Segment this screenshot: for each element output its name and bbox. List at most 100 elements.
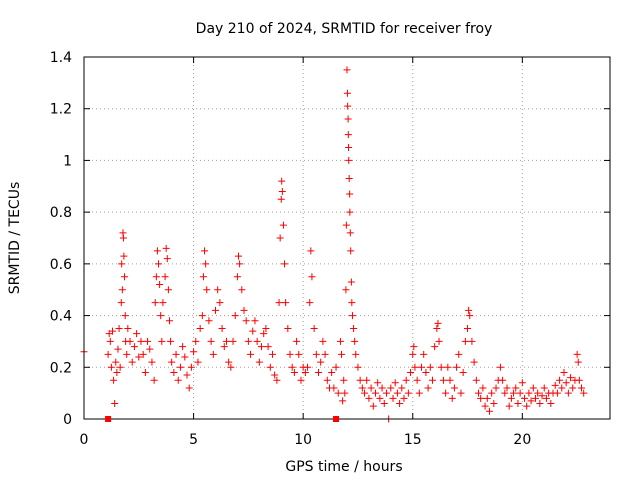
- data-point: [179, 343, 187, 351]
- data-point: [490, 399, 498, 407]
- data-point: [130, 343, 138, 351]
- data-point: [319, 337, 327, 345]
- data-point: [485, 407, 493, 415]
- data-point: [409, 350, 417, 358]
- data-point: [209, 350, 217, 358]
- data-point: [128, 358, 136, 366]
- data-point: [114, 345, 122, 353]
- data-point: [351, 337, 359, 345]
- data-point: [345, 144, 353, 151]
- data-point: [547, 399, 555, 407]
- data-point: [518, 379, 526, 387]
- data-point: [580, 389, 588, 397]
- data-point: [363, 376, 371, 384]
- data-point: [278, 187, 286, 195]
- data-point: [161, 273, 169, 281]
- data-point: [499, 376, 507, 384]
- data-point: [422, 368, 430, 376]
- x-axis-label: GPS time / hours: [285, 459, 402, 475]
- data-point: [371, 389, 379, 397]
- data-points: [80, 66, 588, 423]
- data-point: [437, 363, 445, 371]
- data-point: [356, 376, 364, 384]
- data-point: [202, 260, 210, 268]
- data-point: [433, 325, 441, 332]
- data-point: [450, 384, 458, 392]
- data-point: [196, 325, 204, 332]
- data-point: [119, 234, 127, 242]
- data-point: [290, 368, 298, 376]
- data-point: [510, 389, 518, 397]
- data-point: [251, 317, 259, 325]
- data-point: [569, 384, 577, 392]
- data-point: [240, 306, 248, 314]
- data-point: [553, 389, 561, 397]
- data-point: [348, 312, 356, 320]
- data-point: [162, 244, 170, 252]
- data-point: [111, 399, 119, 407]
- data-point: [212, 306, 219, 314]
- data-point: [346, 229, 354, 237]
- data-point: [192, 337, 200, 345]
- data-point: [139, 350, 147, 358]
- data-point: [501, 389, 509, 397]
- data-point: [472, 376, 480, 384]
- data-point: [536, 399, 544, 407]
- data-point: [393, 389, 401, 397]
- data-point: [317, 358, 325, 366]
- data-point: [172, 350, 180, 358]
- data-point: [306, 299, 314, 307]
- data-point: [344, 131, 352, 139]
- data-point: [141, 368, 149, 376]
- data-point: [523, 402, 531, 410]
- data-point: [201, 247, 209, 255]
- data-point: [308, 273, 316, 281]
- data-point: [418, 363, 426, 371]
- data-point: [516, 389, 524, 397]
- y-tick-label: 0.8: [50, 205, 72, 221]
- data-point: [444, 363, 452, 371]
- chart-title: Day 210 of 2024, SRMTID for receiver fro…: [196, 21, 493, 37]
- data-point: [249, 327, 257, 335]
- data-point: [307, 247, 315, 255]
- data-point: [222, 337, 230, 345]
- data-point: [488, 389, 496, 397]
- data-point: [253, 337, 261, 345]
- data-point: [244, 337, 252, 345]
- data-point: [115, 325, 123, 332]
- data-point: [284, 325, 292, 332]
- data-point: [415, 389, 423, 397]
- x-tick-label: 0: [80, 432, 89, 448]
- data-point: [448, 394, 456, 402]
- data-point: [247, 350, 255, 358]
- data-point: [343, 89, 351, 97]
- data-point: [229, 337, 237, 345]
- data-point: [174, 376, 182, 384]
- data-point: [323, 376, 331, 384]
- data-point: [434, 319, 442, 327]
- data-point: [542, 394, 550, 402]
- data-point: [344, 115, 352, 123]
- data-point: [477, 394, 485, 402]
- data-point: [236, 260, 244, 268]
- data-point: [258, 343, 266, 351]
- data-point: [465, 306, 473, 314]
- data-point: [534, 389, 542, 397]
- data-point: [496, 363, 504, 371]
- data-point: [235, 252, 243, 260]
- data-point: [163, 255, 171, 263]
- y-tick-label: 0.4: [50, 309, 72, 325]
- data-point: [525, 389, 533, 397]
- data-point: [264, 343, 272, 351]
- data-point: [428, 376, 436, 384]
- outage-markers: [105, 416, 340, 422]
- data-point: [194, 358, 202, 366]
- data-point: [278, 177, 286, 185]
- data-point: [342, 286, 350, 294]
- data-point: [255, 358, 263, 366]
- data-point: [336, 337, 344, 345]
- data-point: [110, 376, 118, 384]
- data-point: [273, 376, 281, 384]
- data-point: [413, 376, 421, 384]
